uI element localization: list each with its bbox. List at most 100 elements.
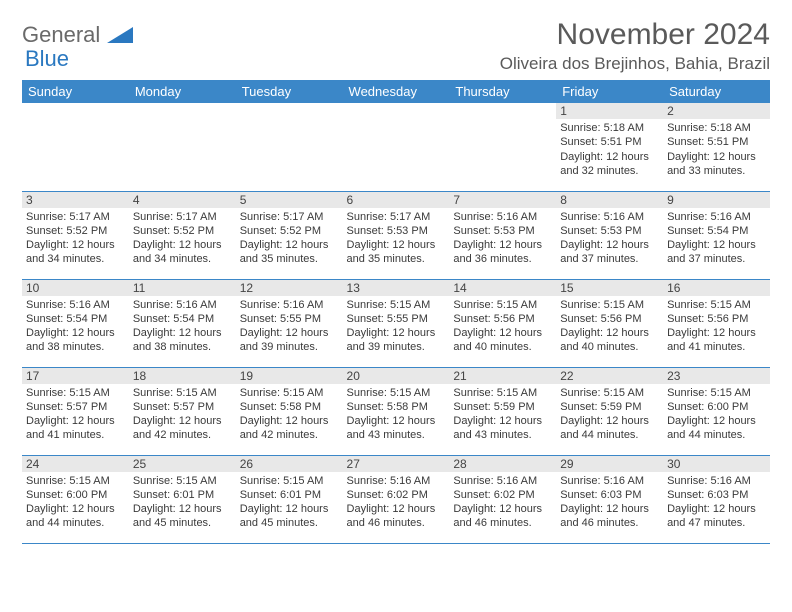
daylight-line: Daylight: 12 hours and 34 minutes. [133, 238, 232, 267]
sunrise-line: Sunrise: 5:16 AM [133, 298, 232, 312]
daylight-line: Daylight: 12 hours and 45 minutes. [133, 502, 232, 531]
daylight-line: Daylight: 12 hours and 46 minutes. [560, 502, 659, 531]
sunset-line: Sunset: 5:56 PM [560, 312, 659, 326]
sunrise-line: Sunrise: 5:17 AM [240, 210, 339, 224]
day-number: 10 [22, 280, 129, 296]
sunset-line: Sunset: 5:52 PM [133, 224, 232, 238]
logo-word1: General [22, 22, 100, 47]
daylight-line: Daylight: 12 hours and 47 minutes. [667, 502, 766, 531]
day-header: Monday [129, 80, 236, 103]
calendar-cell: 27Sunrise: 5:16 AMSunset: 6:02 PMDayligh… [343, 455, 450, 543]
day-number: 7 [449, 192, 556, 208]
calendar-cell: 12 Sunrise: 5:16 AMSunset: 5:55 PMDayligh… [236, 279, 343, 367]
calendar-cell: 16Sunrise: 5:15 AMSunset: 5:56 PMDayligh… [663, 279, 770, 367]
calendar-cell [343, 103, 450, 191]
sunset-line: Sunset: 5:59 PM [560, 400, 659, 414]
day-number: 16 [663, 280, 770, 296]
sunrise-line: Sunrise: 5:16 AM [453, 210, 552, 224]
sunset-line: Sunset: 5:56 PM [667, 312, 766, 326]
sunset-line: Sunset: 5:52 PM [26, 224, 125, 238]
daylight-line: Daylight: 12 hours and 45 minutes. [240, 502, 339, 531]
daylight-line: Daylight: 12 hours and 46 minutes. [347, 502, 446, 531]
daylight-line: Daylight: 12 hours and 44 minutes. [560, 414, 659, 443]
calendar-cell [129, 103, 236, 191]
daylight-line: Daylight: 12 hours and 34 minutes. [26, 238, 125, 267]
day-number: 4 [129, 192, 236, 208]
day-number: 29 [556, 456, 663, 472]
daylight-line: Daylight: 12 hours and 44 minutes. [667, 414, 766, 443]
sunset-line: Sunset: 5:51 PM [667, 135, 766, 149]
sunrise-line: Sunrise: 5:15 AM [133, 474, 232, 488]
calendar-cell: 22 Sunrise: 5:15 AMSunset: 5:59 PMDayligh… [556, 367, 663, 455]
day-number: 17 [22, 368, 129, 384]
day-number: 9 [663, 192, 770, 208]
sunrise-line: Sunrise: 5:15 AM [560, 386, 659, 400]
sunset-line: Sunset: 6:03 PM [560, 488, 659, 502]
sunset-line: Sunset: 5:58 PM [240, 400, 339, 414]
sunrise-line: Sunrise: 5:15 AM [667, 386, 766, 400]
logo-word2: Blue [25, 46, 69, 71]
sunrise-line: Sunrise: 5:18 AM [560, 121, 659, 135]
daylight-line: Daylight: 12 hours and 38 minutes. [133, 326, 232, 355]
sunset-line: Sunset: 5:54 PM [667, 224, 766, 238]
calendar-week: 10Sunrise: 5:16 AMSunset: 5:54 PMDayligh… [22, 279, 770, 367]
daylight-line: Daylight: 12 hours and 38 minutes. [26, 326, 125, 355]
sunrise-line: Sunrise: 5:17 AM [26, 210, 125, 224]
sunrise-line: Sunrise: 5:15 AM [347, 386, 446, 400]
sunrise-line: Sunrise: 5:16 AM [240, 298, 339, 312]
calendar-week: 3Sunrise: 5:17 AMSunset: 5:52 PMDaylight… [22, 191, 770, 279]
day-number: 14 [449, 280, 556, 296]
calendar-cell: 25Sunrise: 5:15 AMSunset: 6:01 PMDayligh… [129, 455, 236, 543]
day-header-row: Sunday Monday Tuesday Wednesday Thursday… [22, 80, 770, 103]
sunrise-line: Sunrise: 5:15 AM [240, 474, 339, 488]
calendar-cell: 24Sunrise: 5:15 AMSunset: 6:00 PMDayligh… [22, 455, 129, 543]
calendar-cell: 5Sunrise: 5:17 AMSunset: 5:52 PMDaylight… [236, 191, 343, 279]
calendar-cell: 7Sunrise: 5:16 AMSunset: 5:53 PMDaylight… [449, 191, 556, 279]
sunrise-line: Sunrise: 5:16 AM [26, 298, 125, 312]
daylight-line: Daylight: 12 hours and 41 minutes. [667, 326, 766, 355]
calendar-cell: 20Sunrise: 5:15 AMSunset: 5:58 PMDayligh… [343, 367, 450, 455]
sunset-line: Sunset: 5:56 PM [453, 312, 552, 326]
sunrise-line: Sunrise: 5:15 AM [240, 386, 339, 400]
sunset-line: Sunset: 5:55 PM [240, 312, 339, 326]
daylight-line: Daylight: 12 hours and 42 minutes. [240, 414, 339, 443]
sunrise-line: Sunrise: 5:18 AM [667, 121, 766, 135]
sunset-line: Sunset: 5:53 PM [453, 224, 552, 238]
sunrise-line: Sunrise: 5:15 AM [347, 298, 446, 312]
day-number: 24 [22, 456, 129, 472]
calendar-week: 24Sunrise: 5:15 AMSunset: 6:00 PMDayligh… [22, 455, 770, 543]
day-number: 18 [129, 368, 236, 384]
day-number: 30 [663, 456, 770, 472]
calendar-cell: 26Sunrise: 5:15 AMSunset: 6:01 PMDayligh… [236, 455, 343, 543]
calendar-cell: 2Sunrise: 5:18 AMSunset: 5:51 PMDaylight… [663, 103, 770, 191]
day-number: 11 [129, 280, 236, 296]
sunrise-line: Sunrise: 5:15 AM [453, 298, 552, 312]
calendar-cell [22, 103, 129, 191]
calendar-cell: 6Sunrise: 5:17 AMSunset: 5:53 PMDaylight… [343, 191, 450, 279]
daylight-line: Daylight: 12 hours and 41 minutes. [26, 414, 125, 443]
day-number: 19 [236, 368, 343, 384]
daylight-line: Daylight: 12 hours and 37 minutes. [560, 238, 659, 267]
calendar-cell: 14Sunrise: 5:15 AMSunset: 5:56 PMDayligh… [449, 279, 556, 367]
sunset-line: Sunset: 5:54 PM [133, 312, 232, 326]
day-header: Sunday [22, 80, 129, 103]
day-header: Thursday [449, 80, 556, 103]
day-number: 26 [236, 456, 343, 472]
location: Oliveira dos Brejinhos, Bahia, Brazil [500, 54, 770, 74]
daylight-line: Daylight: 12 hours and 32 minutes. [560, 150, 659, 179]
daylight-line: Daylight: 12 hours and 46 minutes. [453, 502, 552, 531]
day-number: 2 [663, 103, 770, 119]
sunrise-line: Sunrise: 5:16 AM [667, 474, 766, 488]
day-number: 22 [556, 368, 663, 384]
daylight-line: Daylight: 12 hours and 39 minutes. [240, 326, 339, 355]
day-header: Wednesday [343, 80, 450, 103]
day-number: 12 [236, 280, 343, 296]
sunrise-line: Sunrise: 5:16 AM [560, 474, 659, 488]
calendar-cell: 19 Sunrise: 5:15 AMSunset: 5:58 PMDayligh… [236, 367, 343, 455]
daylight-line: Daylight: 12 hours and 43 minutes. [453, 414, 552, 443]
sunset-line: Sunset: 5:54 PM [26, 312, 125, 326]
calendar-cell: 23Sunrise: 5:15 AMSunset: 6:00 PMDayligh… [663, 367, 770, 455]
day-number: 8 [556, 192, 663, 208]
daylight-line: Daylight: 12 hours and 35 minutes. [240, 238, 339, 267]
calendar-cell: 15Sunrise: 5:15 AMSunset: 5:56 PMDayligh… [556, 279, 663, 367]
